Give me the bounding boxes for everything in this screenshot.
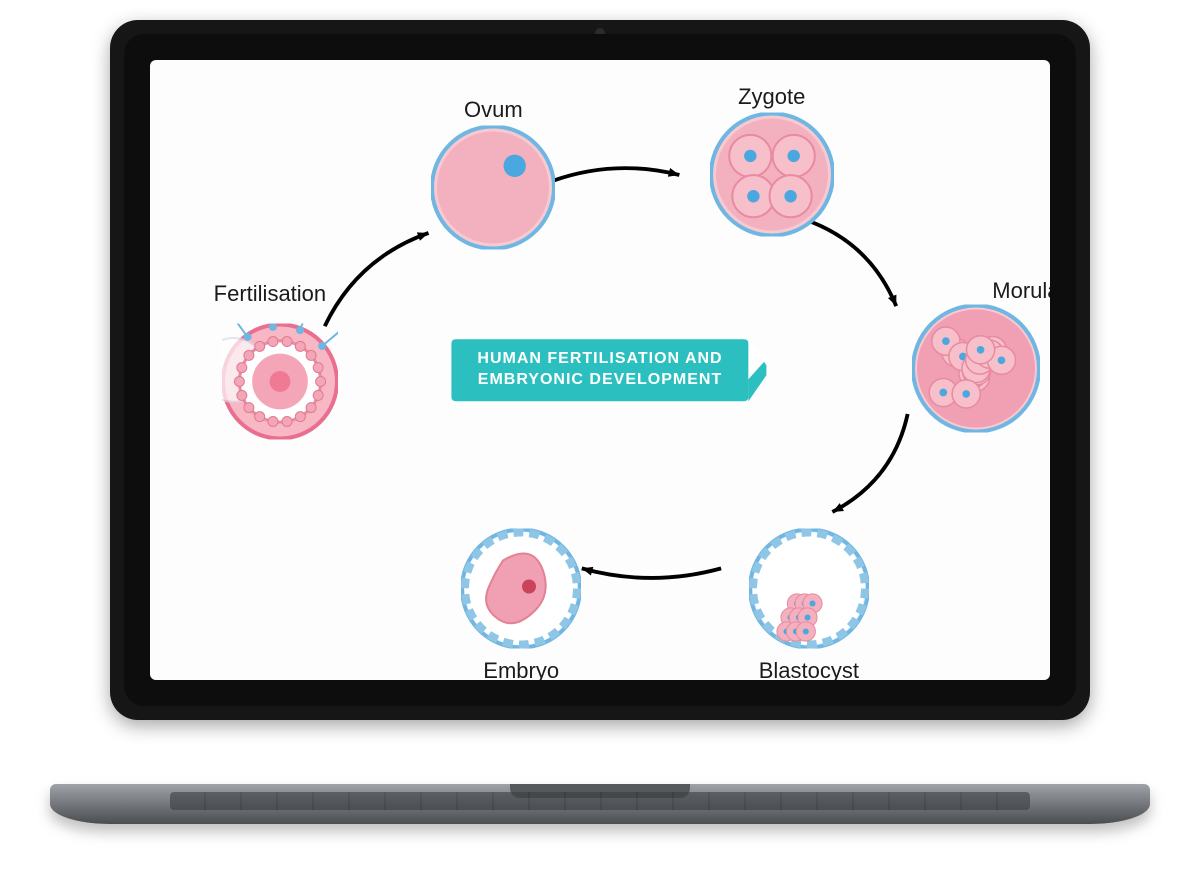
node-blastocyst xyxy=(749,529,869,654)
label-fertilisation: Fertilisation xyxy=(214,281,326,307)
banner-chevron-icon xyxy=(749,339,767,401)
arrow-blastocyst-embryo xyxy=(582,568,721,578)
title-banner: HUMAN FERTILISATION AND EMBRYONIC DEVELO… xyxy=(451,339,748,401)
canvas: HUMAN FERTILISATION AND EMBRYONIC DEVELO… xyxy=(0,0,1200,874)
title-line-1: HUMAN FERTILISATION AND xyxy=(477,350,722,367)
diagram-flowchart: HUMAN FERTILISATION AND EMBRYONIC DEVELO… xyxy=(150,60,1050,680)
node-morula xyxy=(912,305,1040,438)
node-fertilisation xyxy=(222,324,338,445)
laptop-base xyxy=(50,784,1150,824)
laptop-frame: HUMAN FERTILISATION AND EMBRYONIC DEVELO… xyxy=(110,20,1090,720)
arrow-fertilisation-ovum xyxy=(325,233,429,326)
arrowhead-fertilisation-ovum xyxy=(417,232,429,240)
label-morula: Morula xyxy=(992,278,1050,304)
node-ovum xyxy=(431,125,555,254)
label-zygote: Zygote xyxy=(738,84,805,110)
title-line-2: EMBRYONIC DEVELOPMENT xyxy=(478,371,722,388)
arrow-ovum-zygote xyxy=(553,168,680,181)
arrowhead-blastocyst-embryo xyxy=(582,567,594,576)
label-blastocyst: Blastocyst xyxy=(759,658,859,680)
keyboard-icon xyxy=(170,792,1030,810)
screen: HUMAN FERTILISATION AND EMBRYONIC DEVELO… xyxy=(150,60,1050,680)
node-zygote xyxy=(710,112,834,241)
label-ovum: Ovum xyxy=(464,97,523,123)
node-embryo xyxy=(461,529,581,654)
arrowhead-zygote-morula xyxy=(888,295,896,306)
screen-bezel: HUMAN FERTILISATION AND EMBRYONIC DEVELO… xyxy=(124,34,1076,706)
arrow-morula-blastocyst xyxy=(832,414,907,512)
label-embryo: Embryo xyxy=(483,658,559,680)
